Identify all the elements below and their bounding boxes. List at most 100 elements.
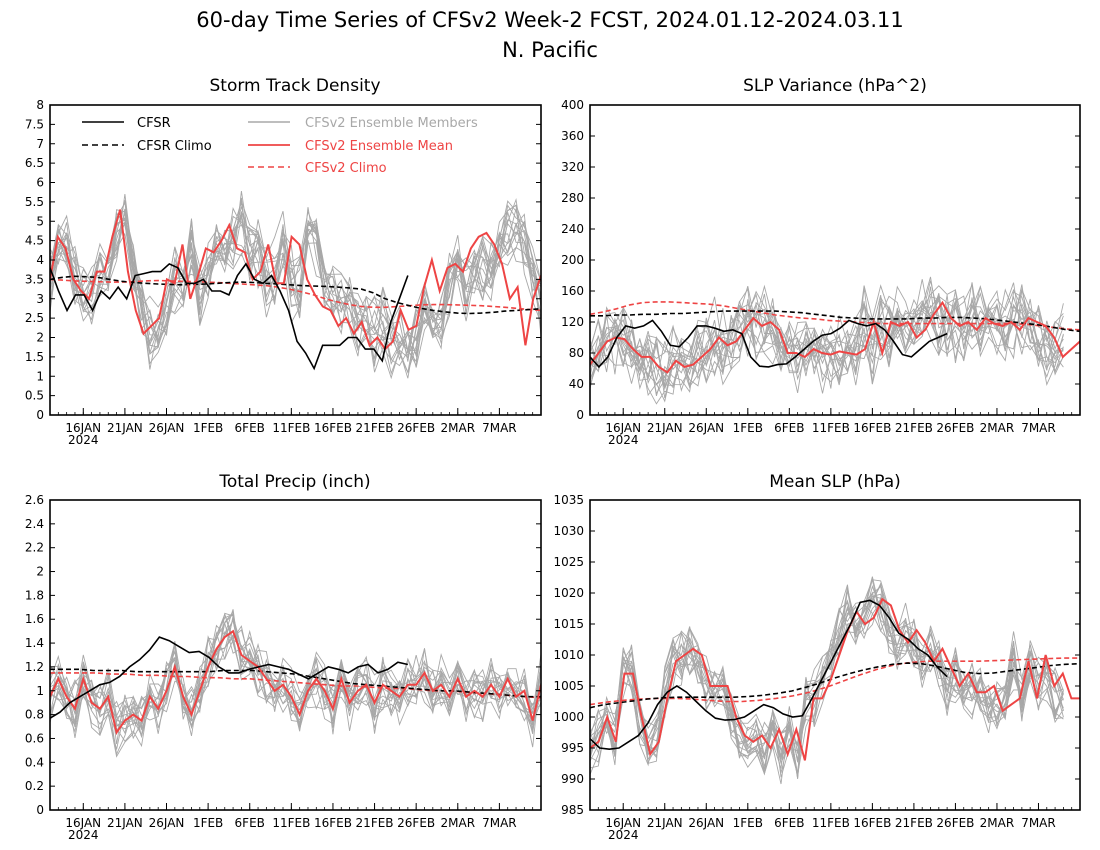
ensemble-member-line [590, 579, 1064, 776]
x-tick-label: 2MAR [980, 421, 1015, 435]
y-tick-label: 2.4 [25, 517, 44, 531]
x-tick-label: 7MAR [1021, 816, 1056, 830]
legend-label-cfsr: CFSR [137, 116, 171, 131]
y-tick-label: 1010 [553, 648, 584, 662]
y-tick-label: 2.6 [25, 493, 44, 507]
y-tick-label: 400 [561, 98, 584, 112]
ensemble-member-line [50, 200, 541, 367]
y-tick-label: 1.2 [25, 660, 44, 674]
x-year-label: 2024 [608, 433, 639, 447]
legend-label-members: CFSv2 Ensemble Members [305, 116, 478, 131]
y-tick-label: 360 [561, 129, 584, 143]
y-tick-label: 200 [561, 253, 584, 267]
x-tick-label: 1FEB [193, 421, 223, 435]
x-tick-label: 7MAR [482, 421, 517, 435]
x-tick-label: 2MAR [441, 421, 476, 435]
y-tick-label: 0.4 [25, 755, 44, 769]
x-tick-label: 16JAN [605, 421, 641, 435]
legend-label-cfsr-climo: CFSR Climo [137, 139, 212, 154]
cfsr-line [590, 319, 948, 369]
ensemble-mean-line [50, 629, 541, 735]
legend-label-cfsv2-climo: CFSv2 Climo [305, 161, 387, 176]
ensemble-member-line [50, 610, 541, 758]
panel-title-slp-variance: SLP Variance (hPa^2) [743, 76, 927, 96]
plot-area [50, 609, 541, 758]
ensemble-member-line [50, 200, 541, 374]
x-tick-label: 6FEB [235, 421, 265, 435]
y-tick-label: 0 [36, 408, 44, 422]
cfsr-line [590, 599, 948, 751]
cfsv2-climo-line [590, 657, 1080, 706]
x-tick-label: 16JAN [65, 421, 101, 435]
x-tick-label: 26FEB [397, 816, 435, 830]
y-tick-label: 40 [569, 377, 584, 391]
y-tick-label: 80 [569, 346, 584, 360]
ensemble-member-line [590, 595, 1064, 778]
y-tick-label: 990 [561, 772, 584, 786]
ensemble-member-line [590, 295, 1064, 392]
x-tick-label: 21JAN [107, 421, 143, 435]
cfsr-climo-line [590, 662, 1080, 709]
legend-label-mean: CFSv2 Ensemble Mean [305, 139, 453, 154]
ensemble-member-line [590, 284, 1064, 389]
x-tick-label: 26FEB [936, 816, 974, 830]
figure-title: 60-day Time Series of CFSv2 Week-2 FCST,… [196, 8, 903, 32]
y-tick-label: 0.8 [25, 708, 44, 722]
x-tick-label: 21FEB [356, 816, 394, 830]
y-tick-label: 995 [561, 741, 584, 755]
y-tick-label: 2 [36, 331, 44, 345]
y-tick-label: 7.5 [25, 117, 44, 131]
x-tick-label: 1FEB [733, 421, 763, 435]
plot-frame [49, 499, 542, 811]
y-tick-label: 4 [36, 253, 44, 267]
panel-total-precip: 0 0.2 0.4 0.6 0.8 1 1.2 1.4 1.6 1.8 2 2.2 2.4 2.6 16JA… [25, 493, 542, 842]
y-tick-label: 280 [561, 191, 584, 205]
y-tick-label: 1 [36, 684, 44, 698]
x-tick-label: 11FEB [272, 421, 310, 435]
x-tick-label: 11FEB [812, 421, 850, 435]
y-tick-label: 120 [561, 315, 584, 329]
y-tick-label: 1.8 [25, 588, 44, 602]
x-tick-label: 2MAR [980, 816, 1015, 830]
ensemble-mean-line [590, 597, 1080, 761]
legend: CFSR CFSR Climo CFSv2 Ensemble Members C… [82, 116, 478, 176]
ensemble-member-line [50, 609, 541, 729]
cfsr-climo-line [50, 275, 541, 315]
ensemble-member-line [50, 207, 541, 373]
y-tick-label: 1.5 [25, 350, 44, 364]
ensemble-mean-line [590, 300, 1080, 374]
x-tick-label: 21JAN [647, 816, 683, 830]
y-tick-label: 1030 [553, 524, 584, 538]
y-tick-label: 3.5 [25, 272, 44, 286]
x-year-label: 2024 [68, 433, 99, 447]
x-tick-label: 26FEB [397, 421, 435, 435]
cfsr-climo-line [590, 310, 1080, 333]
cfsr-line [50, 262, 409, 371]
plot-area [590, 576, 1080, 785]
y-tick-label: 6 [36, 176, 44, 190]
x-tick-label: 21JAN [107, 816, 143, 830]
x-tick-label: 16FEB [314, 421, 352, 435]
cfsv2-climo-line [590, 301, 1080, 331]
y-tick-label: 1 [36, 369, 44, 383]
x-tick-label: 26JAN [149, 421, 185, 435]
y-tick-label: 3 [36, 292, 44, 306]
y-tick-label: 240 [561, 222, 584, 236]
y-tick-label: 0.2 [25, 779, 44, 793]
y-tick-label: 4.5 [25, 234, 44, 248]
x-tick-label: 1FEB [193, 816, 223, 830]
x-tick-label: 26FEB [936, 421, 974, 435]
ensemble-member-line [50, 631, 541, 748]
figure-subtitle: N. Pacific [502, 38, 598, 62]
x-tick-label: 6FEB [235, 816, 265, 830]
x-tick-label: 16FEB [314, 816, 352, 830]
x-tick-label: 16FEB [853, 816, 891, 830]
x-tick-label: 16JAN [65, 816, 101, 830]
y-tick-label: 1025 [553, 555, 584, 569]
y-tick-label: 0 [36, 803, 44, 817]
y-tick-label: 6.5 [25, 156, 44, 170]
x-tick-label: 21FEB [895, 421, 933, 435]
y-tick-label: 1005 [553, 679, 584, 693]
x-tick-label: 2MAR [441, 816, 476, 830]
